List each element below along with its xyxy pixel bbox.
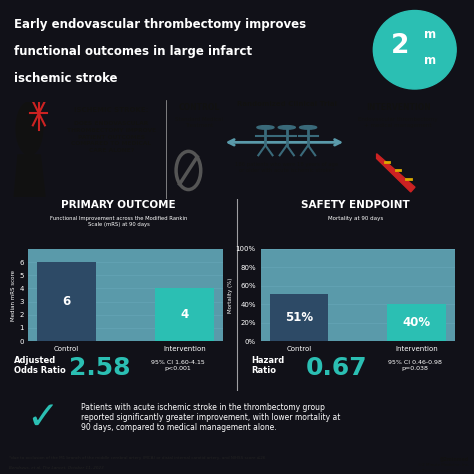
Text: 4: 4 [181,308,189,321]
Y-axis label: Median mRS score: Median mRS score [11,270,16,320]
Bar [155,289,214,341]
Text: Endovascular thrombectomy
+ medical management: Endovascular thrombectomy + medical mana… [358,118,438,128]
Text: INTERVENTION: INTERVENTION [366,102,430,111]
Text: Standard Medical
Treatment: Standard Medical Treatment [175,118,223,128]
Text: 0.67: 0.67 [306,356,367,380]
Circle shape [257,126,274,129]
Text: 51%: 51% [285,311,313,324]
Text: 2.58: 2.58 [69,356,130,380]
Text: 95% CI 1.60-4.15
p<0.001: 95% CI 1.60-4.15 p<0.001 [151,360,205,371]
Text: 2: 2 [391,33,410,58]
Text: m: m [424,28,436,41]
Text: ischemic stroke: ischemic stroke [14,72,118,85]
Bar [270,294,328,341]
Circle shape [374,10,456,89]
Y-axis label: Mortality (%): Mortality (%) [228,277,233,313]
Text: 40%: 40% [403,316,431,329]
Text: 186 patients who were 18 years of age
or older with acute ischemic stroke*: 186 patients who were 18 years of age or… [235,162,338,173]
Text: 95% CI 0.46-0.98
p=0.038: 95% CI 0.46-0.98 p=0.038 [388,360,442,371]
Text: Hazard
Ratio: Hazard Ratio [251,356,284,375]
Text: Early endovascular thrombectomy improves: Early endovascular thrombectomy improves [14,18,306,31]
Text: DOES ENDOVASCULAR
THROMBECTOMY IMPROVE
PATIENT OUTCOMES
COMPARED TO MEDICAL
CARE: DOES ENDOVASCULAR THROMBECTOMY IMPROVE P… [67,121,156,153]
Polygon shape [14,155,45,197]
Bar [37,262,96,341]
Text: SAFETY ENDPOINT: SAFETY ENDPOINT [301,200,410,210]
Circle shape [16,102,43,155]
Text: ©2 Minute Medicine, Inc.: ©2 Minute Medicine, Inc. [418,463,469,466]
Text: Mortality at 90 days: Mortality at 90 days [328,216,383,221]
Text: Bendszus, et al. The Lancet. October 11, 2023: Bendszus, et al. The Lancet. October 11,… [9,466,104,470]
Text: m: m [424,54,436,66]
Text: Patients with acute ischemic stroke in the thrombectomy group
reported significa: Patients with acute ischemic stroke in t… [81,402,340,432]
Text: Randomized Clinical Trial: Randomized Clinical Trial [237,100,337,107]
Circle shape [300,126,317,129]
Polygon shape [376,154,415,192]
Text: @2minmed: @2minmed [440,456,469,461]
Text: PRIMARY OUTCOME: PRIMARY OUTCOME [61,200,176,210]
Text: 6: 6 [63,295,71,308]
Text: functional outcomes in large infarct: functional outcomes in large infarct [14,45,252,58]
Text: ISCHEMIC STROKE:: ISCHEMIC STROKE: [74,107,148,112]
Bar [387,304,446,341]
Text: Adjusted
Odds Ratio: Adjusted Odds Ratio [14,356,66,375]
Text: CONTROL: CONTROL [178,102,220,111]
Text: ✓: ✓ [27,399,59,437]
Text: www.2minutemedicine.com: www.2minutemedicine.com [412,469,469,473]
Text: Functional Improvement across the Modified Rankin
Scale (mRS) at 90 days: Functional Improvement across the Modifi… [50,216,187,227]
Text: *due to occlusion of the M1 branch of the middle cerebral artery (MCA) or distal: *due to occlusion of the M1 branch of th… [9,456,266,460]
Circle shape [278,126,295,129]
